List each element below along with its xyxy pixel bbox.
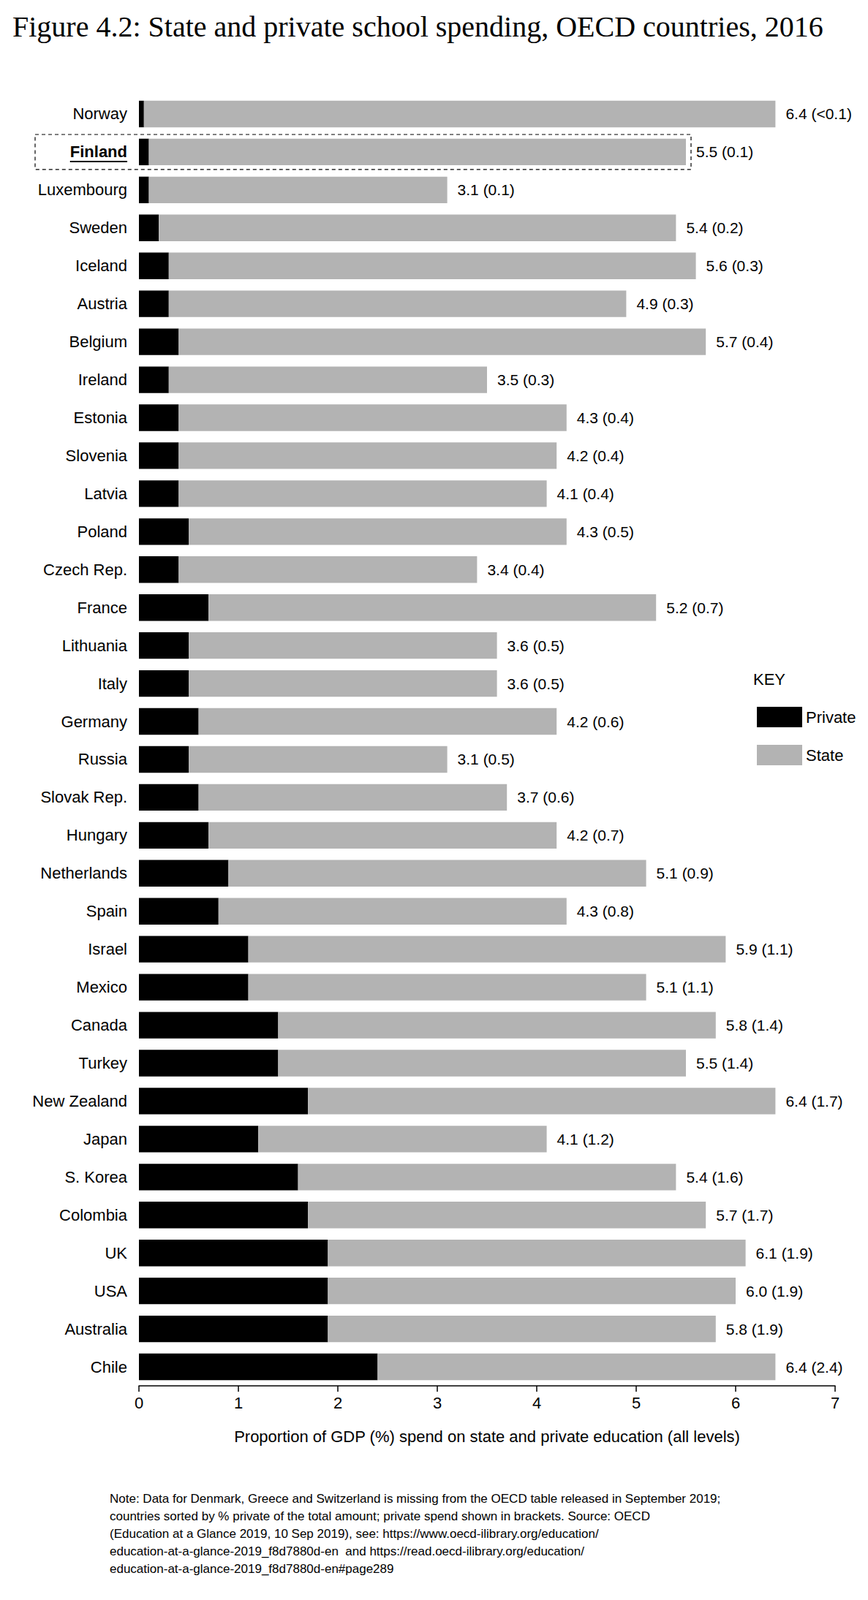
- svg-text:5.7 (0.4): 5.7 (0.4): [715, 333, 773, 351]
- svg-text:3.1 (0.5): 3.1 (0.5): [457, 750, 515, 768]
- svg-text:UK: UK: [104, 1244, 128, 1263]
- svg-text:3.6 (0.5): 3.6 (0.5): [507, 637, 565, 655]
- svg-text:5.5 (1.4): 5.5 (1.4): [696, 1055, 754, 1073]
- svg-text:5: 5: [631, 1394, 641, 1413]
- svg-text:2: 2: [333, 1394, 343, 1413]
- svg-text:5.2 (0.7): 5.2 (0.7): [666, 599, 724, 617]
- svg-text:Turkey: Turkey: [78, 1054, 128, 1073]
- svg-text:Ireland: Ireland: [78, 370, 128, 390]
- svg-text:France: France: [77, 598, 128, 618]
- svg-text:3.6 (0.5): 3.6 (0.5): [507, 675, 565, 693]
- svg-text:New Zealand: New Zealand: [32, 1092, 128, 1111]
- svg-text:Colombia: Colombia: [59, 1206, 128, 1225]
- svg-text:5.4 (0.2): 5.4 (0.2): [685, 219, 743, 237]
- svg-text:Australia: Australia: [64, 1320, 128, 1339]
- svg-text:5.4 (1.6): 5.4 (1.6): [685, 1169, 743, 1187]
- svg-text:Iceland: Iceland: [75, 256, 128, 275]
- svg-text:Hungary: Hungary: [66, 826, 128, 845]
- svg-text:Belgium: Belgium: [69, 332, 128, 352]
- svg-text:S. Korea: S. Korea: [64, 1168, 128, 1187]
- svg-text:Sweden: Sweden: [68, 218, 128, 237]
- svg-text:4.1 (1.2): 4.1 (1.2): [557, 1131, 615, 1149]
- svg-text:Italy: Italy: [97, 674, 128, 694]
- svg-text:Latvia: Latvia: [84, 484, 128, 504]
- svg-text:Note: Data for Denmark, Greece: Note: Data for Denmark, Greece and Switz…: [109, 1492, 724, 1507]
- svg-text:Lithuania: Lithuania: [62, 636, 128, 656]
- svg-text:3.7 (0.6): 3.7 (0.6): [516, 789, 575, 806]
- svg-text:6.0 (1.9): 6.0 (1.9): [745, 1283, 803, 1301]
- svg-text:Poland: Poland: [76, 522, 128, 542]
- svg-text:education-at-a-glance-2019_f8d: education-at-a-glance-2019_f8d7880d-en#p…: [109, 1562, 395, 1577]
- svg-text:6.4 (2.4): 6.4 (2.4): [785, 1359, 843, 1377]
- svg-text:5.5 (0.1): 5.5 (0.1): [696, 143, 754, 161]
- svg-text:KEY: KEY: [753, 670, 786, 689]
- svg-text:Proportion of GDP (%) spend on: Proportion of GDP (%) spend on state and…: [234, 1428, 741, 1447]
- svg-text:5.1 (1.1): 5.1 (1.1): [656, 979, 714, 996]
- svg-text:6.4 (<0.1): 6.4 (<0.1): [785, 105, 852, 123]
- svg-text:5.9 (1.1): 5.9 (1.1): [735, 941, 793, 958]
- svg-text:Chile: Chile: [90, 1358, 128, 1377]
- svg-text:0: 0: [134, 1394, 144, 1413]
- svg-text:4.1 (0.4): 4.1 (0.4): [557, 485, 615, 503]
- svg-text:Canada: Canada: [70, 1016, 128, 1035]
- svg-text:Finland: Finland: [70, 142, 128, 161]
- svg-text:Spain: Spain: [86, 902, 128, 921]
- svg-text:4.3 (0.4): 4.3 (0.4): [576, 409, 634, 427]
- svg-text:Germany: Germany: [61, 712, 128, 732]
- svg-text:6.1 (1.9): 6.1 (1.9): [756, 1245, 814, 1263]
- svg-text:5.8 (1.4): 5.8 (1.4): [726, 1017, 784, 1034]
- svg-text:3.5 (0.3): 3.5 (0.3): [497, 371, 555, 389]
- svg-text:Netherlands: Netherlands: [40, 864, 128, 883]
- svg-text:4.2 (0.6): 4.2 (0.6): [566, 713, 624, 731]
- svg-text:4.3 (0.5): 4.3 (0.5): [576, 523, 634, 541]
- svg-text:Estonia: Estonia: [73, 408, 128, 428]
- svg-text:Austria: Austria: [77, 294, 128, 313]
- svg-text:5.1 (0.9): 5.1 (0.9): [656, 865, 714, 882]
- svg-text:4.2 (0.4): 4.2 (0.4): [566, 447, 624, 465]
- svg-text:Slovenia: Slovenia: [65, 446, 128, 466]
- svg-text:5.6 (0.3): 5.6 (0.3): [706, 257, 764, 275]
- svg-text:education-at-a-glance-2019_f8d: education-at-a-glance-2019_f8d7880d-en a…: [109, 1545, 585, 1560]
- svg-text:3.1 (0.1): 3.1 (0.1): [457, 181, 515, 199]
- svg-text:6: 6: [731, 1394, 741, 1413]
- svg-text:State: State: [805, 746, 844, 765]
- svg-text:Luxembourg: Luxembourg: [38, 180, 128, 199]
- svg-text:Czech Rep.: Czech Rep.: [43, 560, 128, 580]
- svg-text:Japan: Japan: [83, 1130, 128, 1149]
- svg-text:4.2 (0.7): 4.2 (0.7): [566, 827, 624, 844]
- svg-text:Israel: Israel: [87, 940, 128, 959]
- svg-text:4.9 (0.3): 4.9 (0.3): [636, 295, 694, 313]
- svg-text:4: 4: [532, 1394, 542, 1413]
- svg-text:5.8 (1.9): 5.8 (1.9): [726, 1321, 784, 1339]
- svg-text:Figure 4.2: State and private: Figure 4.2: State and private school spe…: [12, 10, 824, 44]
- svg-text:Russia: Russia: [78, 750, 128, 769]
- svg-text:(Education at a Glance 2019, 1: (Education at a Glance 2019, 10 Sep 2019…: [109, 1527, 599, 1542]
- svg-text:5.7 (1.7): 5.7 (1.7): [715, 1207, 773, 1225]
- svg-text:6.4 (1.7): 6.4 (1.7): [785, 1093, 843, 1111]
- svg-text:countries sorted by % private: countries sorted by % private of the tot…: [109, 1510, 654, 1524]
- svg-text:3.4 (0.4): 3.4 (0.4): [487, 561, 545, 579]
- svg-text:USA: USA: [94, 1282, 128, 1301]
- svg-text:7: 7: [830, 1394, 840, 1413]
- svg-text:Norway: Norway: [72, 104, 128, 123]
- svg-text:4.3 (0.8): 4.3 (0.8): [576, 903, 634, 920]
- svg-text:3: 3: [432, 1394, 442, 1413]
- svg-text:Private: Private: [805, 708, 856, 727]
- svg-text:1: 1: [234, 1394, 243, 1413]
- svg-text:Mexico: Mexico: [76, 978, 128, 997]
- svg-text:Slovak Rep.: Slovak Rep.: [40, 788, 128, 807]
